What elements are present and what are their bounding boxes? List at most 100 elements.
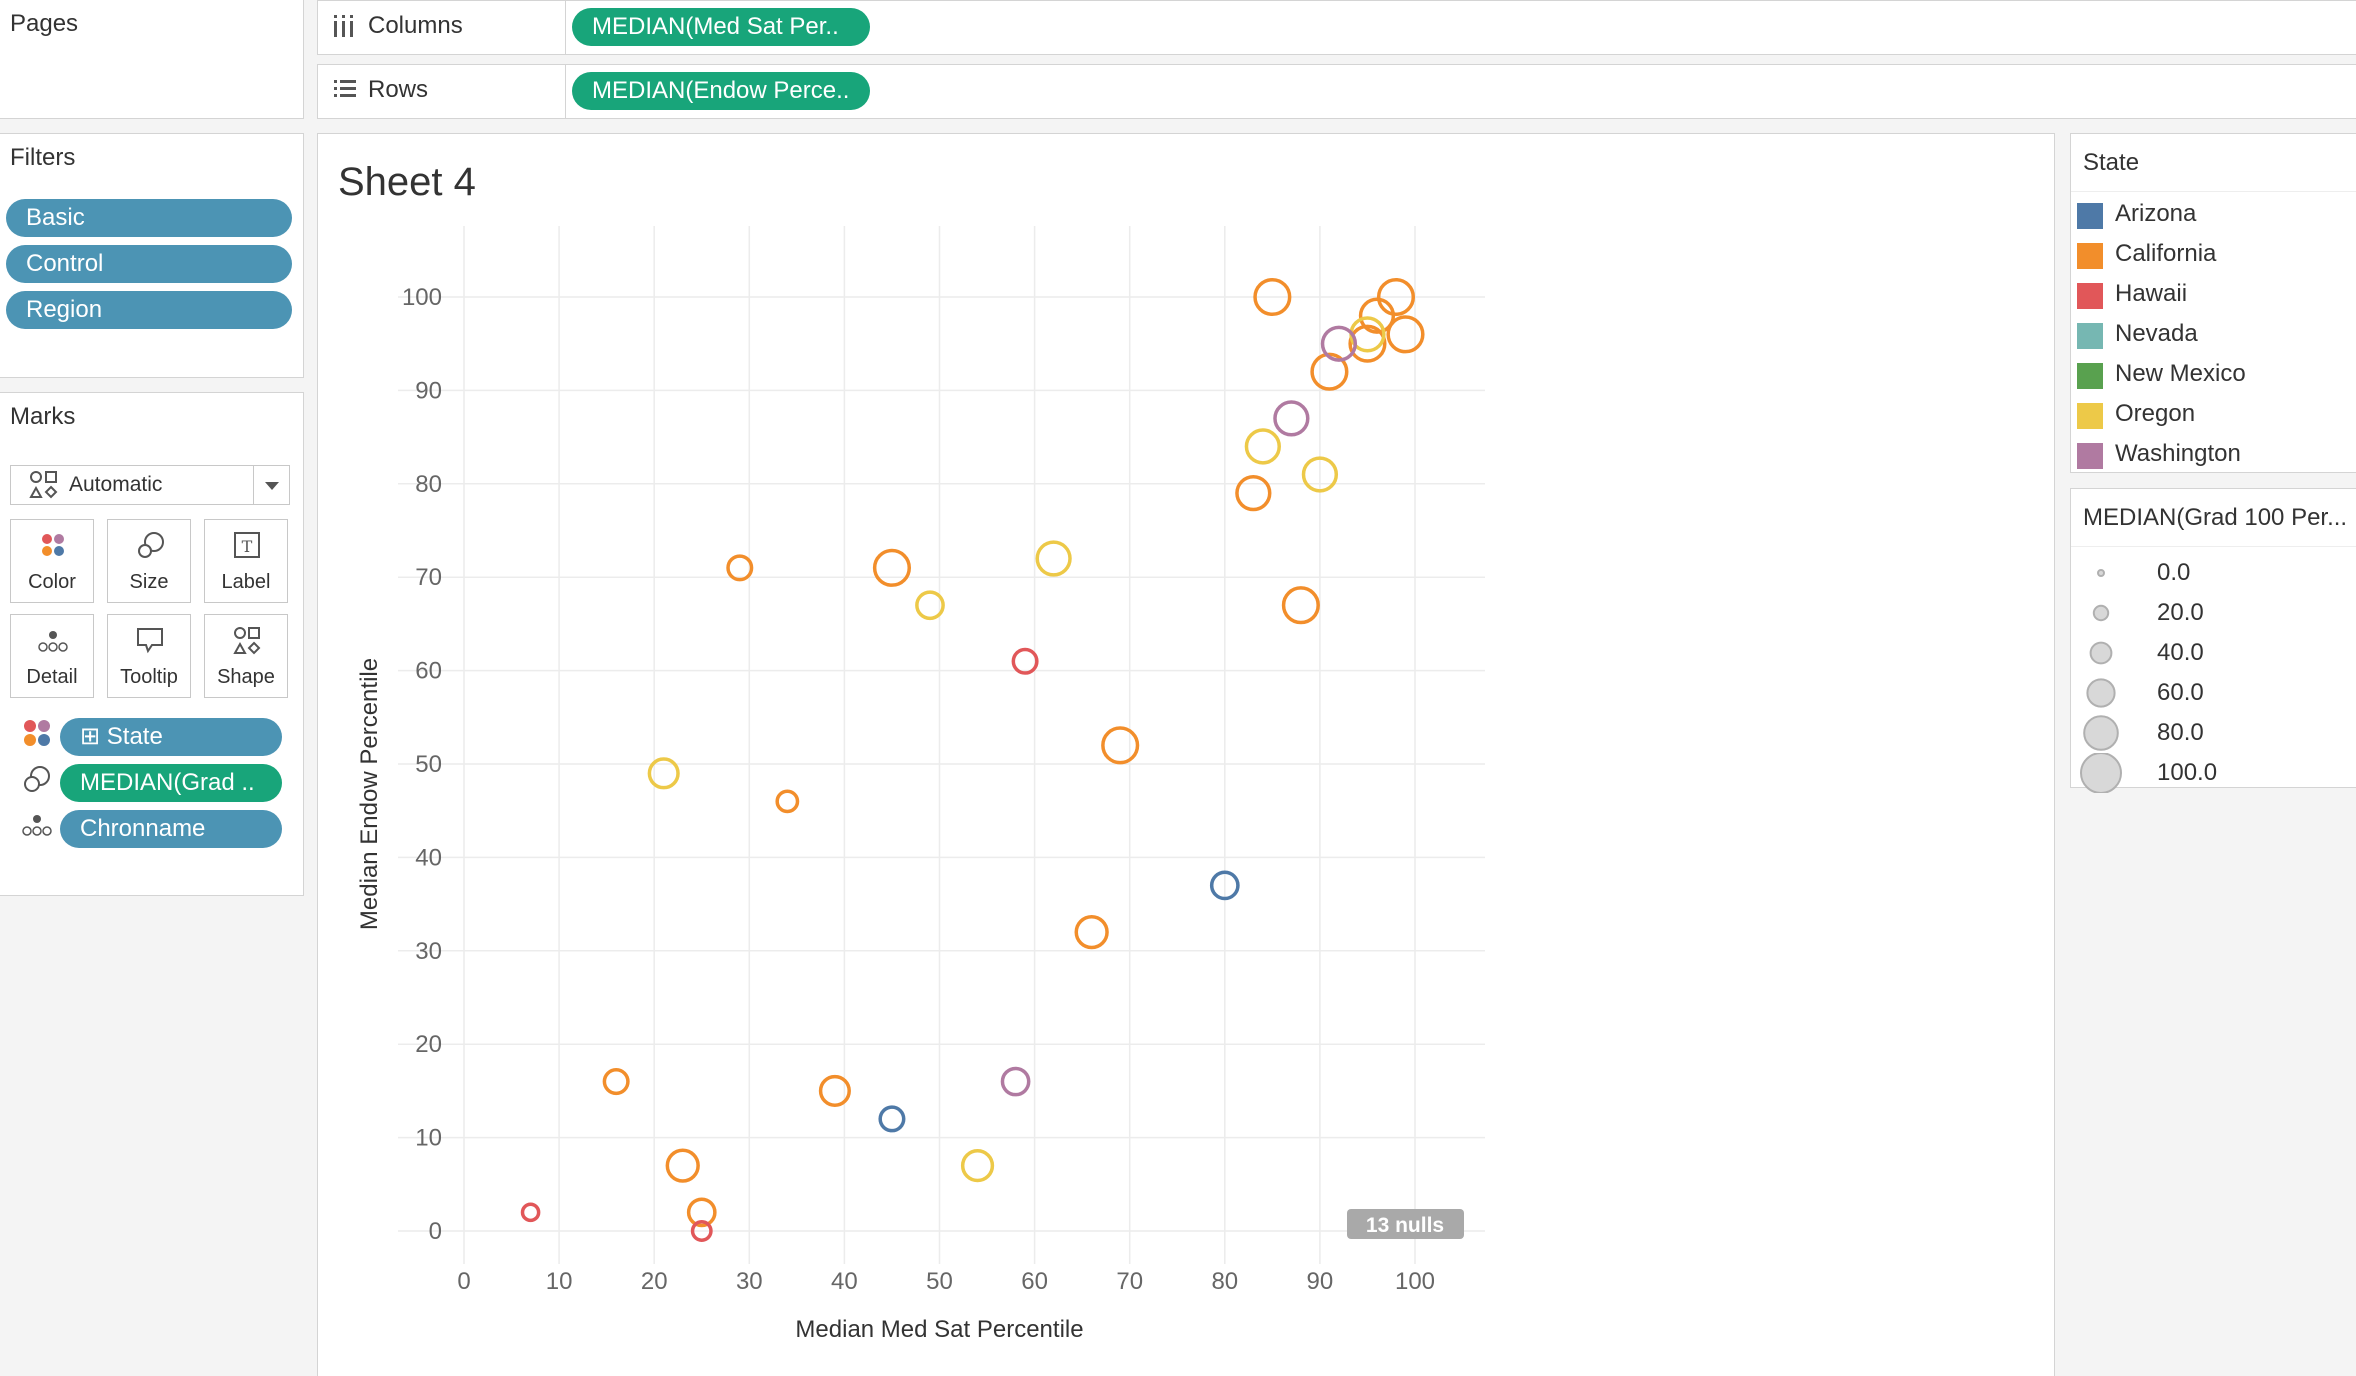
tooltip-card[interactable]: Tooltip (107, 614, 191, 698)
label-card[interactable]: T Label (204, 519, 288, 603)
legend-swatch (2077, 443, 2103, 469)
size-legend-circle (2080, 753, 2122, 793)
x-tick-label: 0 (457, 1268, 470, 1295)
scatter-plot[interactable]: 0 10 20 30 40 50 60 70 80 90 100 0 10 20 30 40 50 60 70 80 9… (318, 134, 2054, 1376)
size-legend-item[interactable]: 100.0 (2071, 753, 2356, 793)
rows-label: Rows (368, 76, 429, 103)
scatter-point-california[interactable] (775, 789, 800, 814)
size-legend[interactable]: MEDIAN(Grad 100 Per... 0.0 20.0 40.0 60.0 80… (2070, 488, 2356, 793)
svg-text:T: T (242, 537, 253, 556)
state-field-label: State (106, 723, 163, 750)
scatter-point-california[interactable] (872, 548, 912, 587)
sheet-title: Sheet 4 (338, 160, 476, 204)
scatter-point-california[interactable] (1348, 324, 1387, 363)
scatter-point-california[interactable] (1253, 277, 1292, 317)
state-legend-item[interactable]: Oregon (2071, 394, 2356, 434)
marks-card: Marks Automatic Color Size (0, 392, 304, 896)
state-legend-item[interactable]: California (2071, 234, 2356, 274)
scatter-point-california[interactable] (1074, 914, 1109, 950)
rows-pill[interactable]: MEDIAN(Endow Perce.. (572, 72, 870, 110)
automatic-mark-icon (29, 471, 58, 499)
grad-field-pill[interactable]: MEDIAN(Grad .. (60, 764, 282, 802)
pages-title: Pages (10, 10, 79, 37)
columns-shelf[interactable]: Columns MEDIAN(Med Sat Per.. (317, 0, 2356, 55)
scatter-point-california[interactable] (1310, 352, 1349, 391)
scatter-point-california[interactable] (665, 1148, 700, 1183)
detail-encoding-icon (22, 815, 52, 836)
scatter-point-oregon[interactable] (960, 1149, 995, 1183)
scatter-point-washington[interactable] (1273, 400, 1310, 437)
state-legend-item[interactable]: Nevada (2071, 314, 2356, 354)
scatter-point-oregon[interactable] (1244, 428, 1281, 465)
size-icon (138, 532, 164, 558)
scatter-point-washington[interactable] (1320, 325, 1358, 362)
scatter-point-washington[interactable] (1000, 1066, 1031, 1097)
rows-shelf[interactable]: Rows MEDIAN(Endow Perce.. (317, 64, 2356, 119)
mark-type-dropdown[interactable]: Automatic (10, 465, 290, 505)
x-tick-label: 30 (736, 1268, 763, 1295)
size-legend-item[interactable]: 40.0 (2071, 633, 2356, 673)
x-tick-label: 50 (926, 1268, 953, 1295)
detail-card-label: Detail (26, 666, 78, 688)
filters-shelf[interactable]: Filters Basic Control Region (0, 133, 304, 378)
state-legend-item[interactable]: Hawaii (2071, 274, 2356, 314)
scatter-point-oregon[interactable] (647, 757, 680, 790)
nulls-indicator[interactable]: 13 nulls (1347, 1209, 1464, 1239)
state-legend-item[interactable]: Washington (2071, 434, 2356, 474)
state-field-pill[interactable]: ⊞ State (60, 718, 282, 756)
scatter-point-oregon[interactable] (1301, 456, 1339, 493)
expand-icon: ⊞ (80, 723, 101, 750)
scatter-point-hawaii[interactable] (1011, 647, 1039, 675)
size-legend-item[interactable]: 20.0 (2071, 593, 2356, 633)
state-legend-title: State (2071, 134, 2356, 192)
columns-pill[interactable]: MEDIAN(Med Sat Per.. (572, 8, 870, 46)
size-legend-item[interactable]: 80.0 (2071, 713, 2356, 753)
size-legend-circle (2097, 569, 2105, 577)
filter-pill-control[interactable]: Control (6, 245, 292, 283)
chronname-field-pill[interactable]: Chronname (60, 810, 282, 848)
scatter-point-hawaii[interactable] (690, 1220, 713, 1242)
size-legend-circle (2086, 678, 2116, 708)
filter-pill-region[interactable]: Region (6, 291, 292, 329)
shape-card[interactable]: Shape (204, 614, 288, 698)
y-tick-label: 80 (415, 471, 442, 498)
size-legend-label: 60.0 (2157, 679, 2204, 706)
scatter-point-california[interactable] (1101, 726, 1140, 765)
scatter-point-california[interactable] (1281, 586, 1320, 625)
scatter-point-california[interactable] (1358, 297, 1396, 334)
scatter-point-california[interactable] (1386, 315, 1425, 354)
chevron-down-icon[interactable] (253, 466, 289, 504)
scatter-point-oregon[interactable] (915, 590, 945, 621)
size-card[interactable]: Size (107, 519, 191, 603)
scatter-point-california[interactable] (602, 1068, 630, 1096)
scatter-point-california[interactable] (726, 554, 754, 582)
size-legend-label: 20.0 (2157, 599, 2204, 626)
x-tick-label: 90 (1307, 1268, 1334, 1295)
y-tick-label: 70 (415, 564, 442, 591)
filter-pill-basic[interactable]: Basic (6, 199, 292, 237)
scatter-point-hawaii[interactable] (520, 1202, 541, 1223)
state-legend-item[interactable]: New Mexico (2071, 354, 2356, 394)
scatter-point-arizona[interactable] (878, 1105, 906, 1133)
scatter-point-arizona[interactable] (1209, 870, 1240, 901)
detail-card[interactable]: Detail (10, 614, 94, 698)
legend-label: New Mexico (2115, 360, 2246, 387)
scatter-point-california[interactable] (818, 1074, 851, 1107)
pages-shelf[interactable]: Pages (0, 0, 304, 119)
marks-layer[interactable] (520, 277, 1425, 1242)
legend-label: California (2115, 240, 2217, 267)
x-tick-label: 20 (641, 1268, 668, 1295)
detail-icon (38, 631, 68, 652)
legend-swatch (2077, 323, 2103, 349)
size-legend-item[interactable]: 60.0 (2071, 673, 2356, 713)
size-legend-label: 80.0 (2157, 719, 2204, 746)
color-card[interactable]: Color (10, 519, 94, 603)
scatter-point-california[interactable] (1235, 475, 1272, 512)
scatter-point-california[interactable] (1376, 277, 1416, 317)
scatter-point-california[interactable] (686, 1197, 717, 1228)
size-legend-item[interactable]: 0.0 (2071, 553, 2356, 593)
scatter-point-oregon[interactable] (1035, 540, 1072, 577)
legend-swatch (2077, 363, 2103, 389)
state-legend-item[interactable]: Arizona (2071, 194, 2356, 234)
state-legend[interactable]: State Arizona California Hawaii Nevada New M… (2070, 133, 2356, 473)
